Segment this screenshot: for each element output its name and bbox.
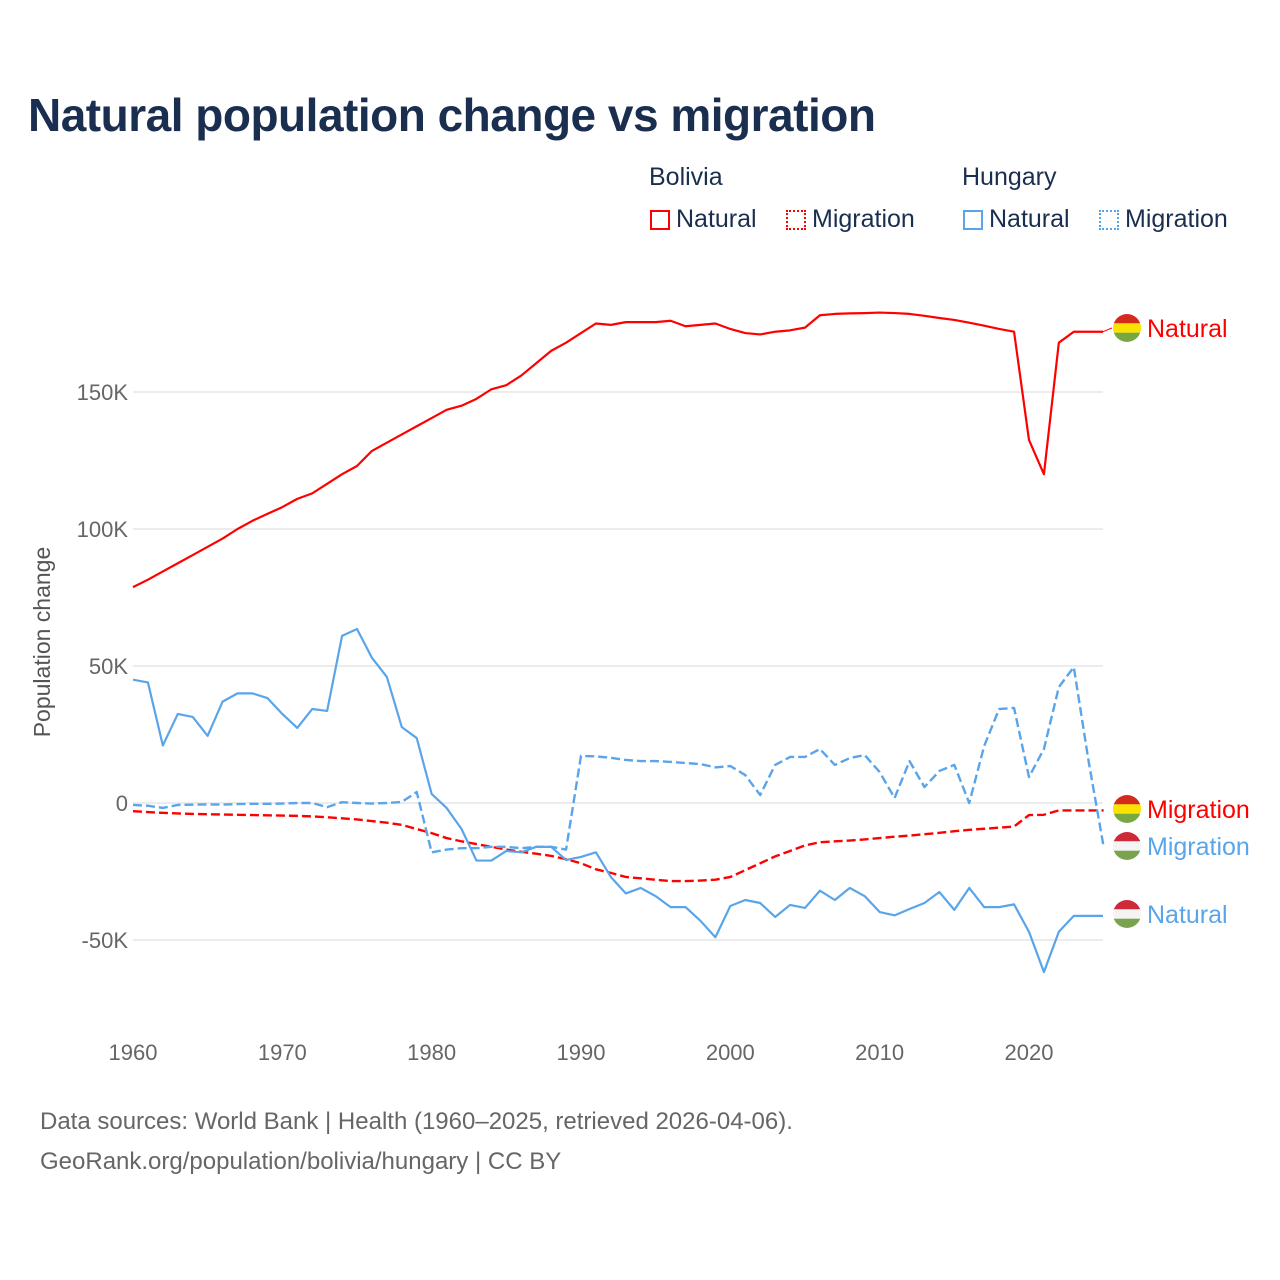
footer-sources: Data sources: World Bank | Health (1960–… (40, 1108, 793, 1135)
series-end-label: Migration (1147, 833, 1250, 861)
label-connector (1102, 327, 1113, 333)
series-line-hungary-natural[interactable] (132, 627, 1103, 974)
x-tick-label: 1980 (407, 1040, 456, 1065)
legend-bolivia-migration[interactable]: Migration (786, 205, 915, 234)
legend-label: Migration (1125, 205, 1228, 233)
series-end-label: Natural (1147, 901, 1228, 929)
bolivia-flag-icon (1113, 314, 1141, 342)
legend-swatch-dotted-icon (786, 209, 806, 230)
legend-swatch-solid-icon (650, 209, 670, 230)
legend-label: Natural (989, 205, 1070, 233)
legend-bolivia-natural[interactable]: Natural (650, 205, 757, 234)
series-end-label: Migration (1147, 796, 1250, 824)
legend-swatch-dotted-icon (1099, 209, 1119, 230)
x-tick-label: 2010 (855, 1040, 904, 1065)
y-tick-label: 0 (116, 791, 128, 816)
series-line-bolivia-migration[interactable] (132, 809, 1104, 883)
series-line-hungary-migration[interactable] (132, 665, 1105, 854)
legend-hungary-natural[interactable]: Natural (963, 205, 1070, 234)
series-line-bolivia-natural[interactable] (132, 311, 1103, 589)
x-tick-label: 1970 (258, 1040, 307, 1065)
y-tick-label: -50K (82, 928, 129, 953)
y-tick-label: 50K (89, 654, 128, 679)
legend-label: Natural (676, 205, 757, 233)
bolivia-flag-icon (1113, 795, 1141, 823)
y-tick-label: 100K (77, 517, 129, 542)
x-tick-label: 2020 (1005, 1040, 1054, 1065)
y-axis-label: Population change (29, 547, 55, 738)
chart-title: Natural population change vs migration (28, 89, 876, 141)
series-end-label: Natural (1147, 315, 1228, 343)
x-tick-label: 1990 (557, 1040, 606, 1065)
x-tick-label: 1960 (109, 1040, 158, 1065)
footer-link[interactable]: GeoRank.org/population/bolivia/hungary |… (40, 1148, 562, 1175)
legend-group-bolivia: Bolivia (649, 163, 723, 191)
legend-swatch-solid-icon (963, 209, 983, 230)
legend-group-hungary: Hungary (962, 163, 1057, 191)
y-tick-label: 150K (77, 380, 129, 405)
legend-hungary-migration[interactable]: Migration (1099, 205, 1228, 234)
hungary-flag-icon (1113, 900, 1141, 928)
hungary-flag-icon (1113, 832, 1141, 860)
legend-label: Migration (812, 205, 915, 233)
x-tick-label: 2000 (706, 1040, 755, 1065)
